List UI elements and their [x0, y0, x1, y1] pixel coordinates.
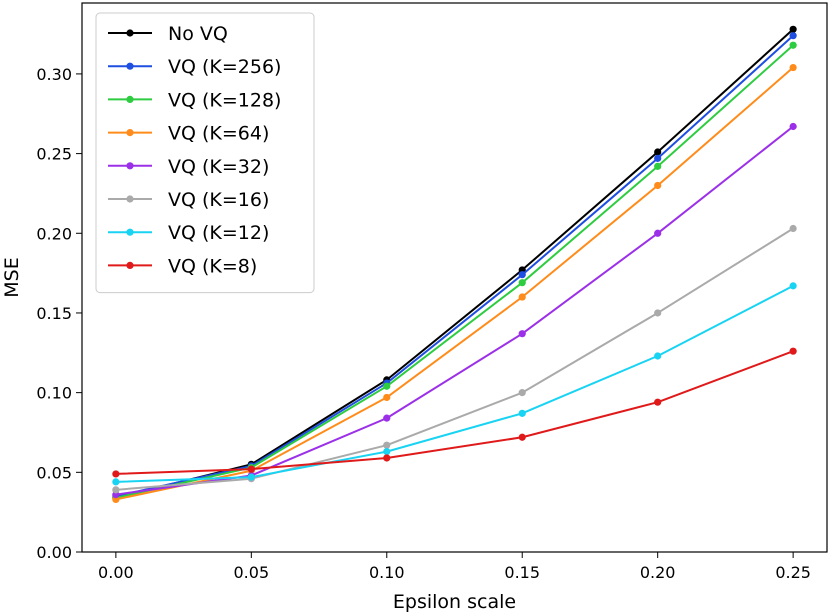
- legend: No VQ VQ (K=256) VQ (K=128) VQ (K=64) VQ (K=…: [95, 12, 315, 294]
- legend-label: VQ (K=64): [168, 123, 269, 145]
- data-point: [383, 454, 391, 462]
- data-point: [654, 398, 662, 406]
- series-line: [115, 66, 794, 501]
- y-tick-label: 0.10: [36, 384, 72, 403]
- x-tick-label: 0.10: [369, 563, 405, 582]
- data-point: [654, 162, 662, 170]
- data-point: [789, 25, 797, 33]
- data-point: [518, 389, 526, 397]
- legend-marker: [126, 95, 134, 103]
- x-tick-label: 0.25: [775, 563, 811, 582]
- data-point: [383, 414, 391, 422]
- data-point: [247, 473, 255, 481]
- y-tick-label: 0.20: [36, 224, 72, 243]
- data-point: [383, 382, 391, 390]
- legend-item: VQ (K=12): [108, 222, 269, 244]
- data-point: [518, 409, 526, 417]
- legend-label: VQ (K=8): [168, 255, 257, 277]
- data-point: [654, 148, 662, 156]
- data-point: [383, 441, 391, 449]
- x-tick-label: 0.00: [98, 563, 134, 582]
- data-point: [654, 309, 662, 317]
- series-5: [112, 224, 797, 494]
- legend-marker: [126, 261, 134, 269]
- legend-label: VQ (K=16): [168, 189, 269, 211]
- legend-item: VQ (K=128): [108, 89, 281, 111]
- legend-box: [95, 12, 315, 294]
- data-point: [789, 41, 797, 49]
- y-tick-label: 0.15: [36, 304, 72, 323]
- data-point: [247, 465, 255, 473]
- legend-marker: [126, 162, 134, 170]
- series-line: [115, 350, 794, 475]
- data-point: [789, 224, 797, 233]
- data-point: [654, 352, 662, 360]
- x-tick-label: 0.20: [640, 563, 676, 582]
- legend-label: VQ (K=128): [168, 89, 281, 111]
- data-point: [789, 282, 797, 290]
- data-point: [112, 478, 120, 486]
- data-point: [654, 154, 662, 162]
- series-7: [112, 347, 797, 478]
- series-line: [115, 44, 794, 499]
- legend-label: VQ (K=256): [168, 56, 281, 78]
- legend-item: VQ (K=32): [108, 156, 269, 178]
- data-point: [518, 433, 526, 441]
- legend-item: VQ (K=8): [108, 255, 257, 277]
- data-point: [112, 486, 120, 494]
- legend-item: VQ (K=256): [108, 56, 281, 78]
- data-point: [654, 229, 662, 237]
- data-point: [518, 279, 526, 287]
- axes: 0.00 0.05 0.10 0.15 0.20 0.25 0.00 0.05 0.10 0.15…: [36, 2, 828, 582]
- data-point: [789, 347, 797, 355]
- legend-label: No VQ: [168, 23, 228, 45]
- legend-marker: [126, 62, 134, 70]
- x-tick-label: 0.15: [504, 563, 540, 582]
- y-tick-label: 0.05: [36, 463, 72, 482]
- data-point: [789, 63, 797, 72]
- legend-marker: [126, 129, 134, 137]
- data-point: [518, 271, 526, 279]
- legend-marker: [126, 195, 134, 203]
- y-tick-label: 0.00: [36, 543, 72, 562]
- data-point: [518, 330, 526, 338]
- legend-item: VQ (K=64): [108, 123, 269, 145]
- data-point: [383, 393, 391, 402]
- data-point: [789, 32, 797, 40]
- data-point: [518, 293, 526, 301]
- legend-label: VQ (K=12): [168, 222, 269, 244]
- y-tick-label: 0.30: [36, 65, 72, 84]
- series-line: [115, 284, 794, 483]
- series-line: [115, 34, 794, 498]
- x-axis-title: Epsilon scale: [393, 591, 516, 613]
- data-point: [654, 181, 662, 190]
- legend-item: VQ (K=16): [108, 189, 269, 211]
- data-point: [383, 448, 391, 456]
- series-6: [112, 282, 797, 486]
- series-line: [115, 227, 794, 491]
- plot-frame: [81, 2, 828, 553]
- legend-item: No VQ: [108, 23, 228, 45]
- plot-area: [112, 25, 797, 504]
- legend-marker: [126, 228, 134, 236]
- legend-marker: [126, 29, 134, 37]
- y-axis-title: MSE: [1, 257, 23, 297]
- y-tick-label: 0.25: [36, 145, 72, 164]
- x-tick-label: 0.05: [234, 563, 270, 582]
- legend-label: VQ (K=32): [168, 156, 269, 178]
- data-point: [789, 122, 797, 131]
- data-point: [112, 470, 120, 478]
